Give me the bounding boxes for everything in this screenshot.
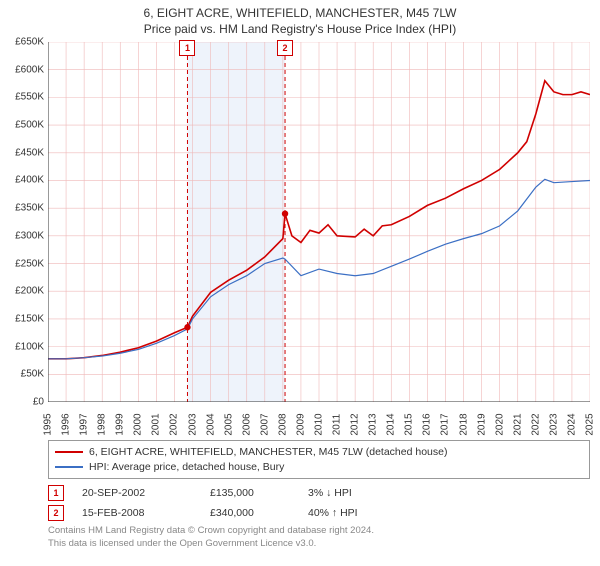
chart-title: 6, EIGHT ACRE, WHITEFIELD, MANCHESTER, M… (0, 6, 600, 20)
footer-line-2: This data is licensed under the Open Gov… (48, 538, 590, 550)
x-tick-label: 2023 (548, 413, 559, 435)
x-tick-label: 2021 (512, 413, 523, 435)
x-tick-label: 2002 (169, 413, 180, 435)
sale-delta: 40% ↑ HPI (308, 507, 398, 519)
legend-label: 6, EIGHT ACRE, WHITEFIELD, MANCHESTER, M… (89, 445, 447, 460)
sale-marker-icon: 2 (48, 505, 64, 521)
sale-date: 20-SEP-2002 (82, 487, 192, 499)
y-tick-label: £250K (0, 258, 44, 269)
x-tick-label: 2015 (404, 413, 415, 435)
sale-marker-2: 2 (277, 40, 293, 56)
sale-marker-1: 1 (179, 40, 195, 56)
x-tick-label: 2013 (368, 413, 379, 435)
x-tick-label: 2003 (187, 413, 198, 435)
y-tick-label: £200K (0, 286, 44, 297)
x-tick-label: 2000 (133, 413, 144, 435)
footer-line-1: Contains HM Land Registry data © Crown c… (48, 525, 590, 537)
y-tick-label: £500K (0, 120, 44, 131)
x-tick-label: 2001 (151, 413, 162, 435)
legend-swatch (55, 451, 83, 453)
y-tick-label: £450K (0, 147, 44, 158)
chart-subtitle: Price paid vs. HM Land Registry's House … (0, 22, 600, 36)
chart-area: £0£50K£100K£150K£200K£250K£300K£350K£400… (48, 42, 590, 402)
x-tick-label: 1998 (97, 413, 108, 435)
y-tick-label: £50K (0, 369, 44, 380)
y-tick-label: £600K (0, 64, 44, 75)
x-tick-label: 2010 (314, 413, 325, 435)
x-tick-label: 2004 (205, 413, 216, 435)
x-tick-label: 1996 (61, 413, 72, 435)
footer-attribution: Contains HM Land Registry data © Crown c… (48, 525, 590, 550)
y-tick-label: £650K (0, 37, 44, 48)
x-tick-label: 2009 (295, 413, 306, 435)
x-tick-label: 2014 (386, 413, 397, 435)
y-tick-label: £0 (0, 397, 44, 408)
x-tick-label: 2007 (259, 413, 270, 435)
sale-marker-icon: 1 (48, 485, 64, 501)
sale-delta: 3% ↓ HPI (308, 487, 398, 499)
y-tick-label: £100K (0, 341, 44, 352)
x-tick-label: 2016 (422, 413, 433, 435)
legend-item: 6, EIGHT ACRE, WHITEFIELD, MANCHESTER, M… (55, 445, 583, 460)
x-tick-label: 2024 (566, 413, 577, 435)
x-tick-label: 1995 (43, 413, 54, 435)
sale-price: £135,000 (210, 487, 290, 499)
y-tick-label: £550K (0, 92, 44, 103)
y-tick-label: £400K (0, 175, 44, 186)
x-tick-label: 2012 (350, 413, 361, 435)
y-tick-label: £150K (0, 313, 44, 324)
x-tick-label: 2017 (440, 413, 451, 435)
x-tick-label: 2020 (494, 413, 505, 435)
x-tick-label: 1999 (115, 413, 126, 435)
sales-table: 1 20-SEP-2002 £135,000 3% ↓ HPI 2 15-FEB-2008… (48, 485, 590, 521)
legend-label: HPI: Average price, detached house, Bury (89, 460, 284, 475)
x-tick-label: 2018 (458, 413, 469, 435)
legend: 6, EIGHT ACRE, WHITEFIELD, MANCHESTER, M… (48, 440, 590, 479)
x-tick-label: 2011 (332, 414, 343, 436)
legend-item: HPI: Average price, detached house, Bury (55, 460, 583, 475)
sale-date: 15-FEB-2008 (82, 507, 192, 519)
x-tick-label: 2006 (241, 413, 252, 435)
line-chart (48, 42, 590, 402)
y-tick-label: £300K (0, 230, 44, 241)
sale-row: 1 20-SEP-2002 £135,000 3% ↓ HPI (48, 485, 590, 501)
y-tick-label: £350K (0, 203, 44, 214)
x-tick-label: 2022 (530, 413, 541, 435)
x-tick-label: 2019 (476, 413, 487, 435)
x-tick-label: 2005 (223, 413, 234, 435)
legend-swatch (55, 466, 83, 468)
sale-price: £340,000 (210, 507, 290, 519)
x-tick-label: 2025 (585, 413, 596, 435)
x-tick-label: 1997 (79, 413, 90, 435)
sale-row: 2 15-FEB-2008 £340,000 40% ↑ HPI (48, 505, 590, 521)
x-tick-label: 2008 (277, 413, 288, 435)
